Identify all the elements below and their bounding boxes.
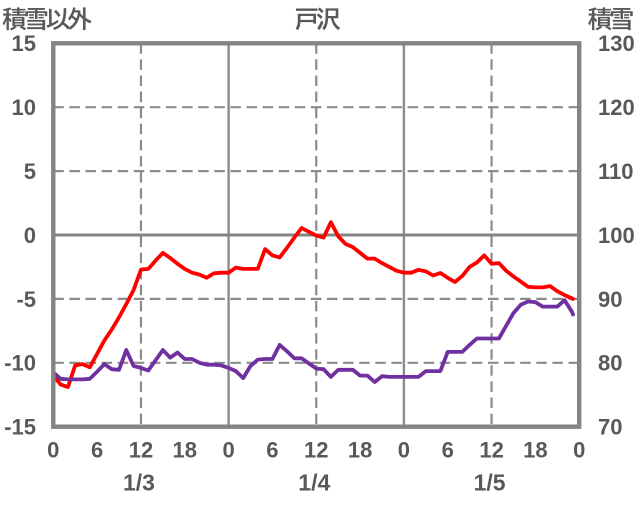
svg-text:10: 10 (12, 95, 36, 120)
svg-text:12: 12 (304, 437, 328, 462)
svg-text:-10: -10 (4, 351, 36, 376)
svg-text:0: 0 (398, 437, 410, 462)
svg-text:110: 110 (598, 159, 634, 184)
svg-text:12: 12 (129, 437, 153, 462)
svg-text:90: 90 (598, 287, 622, 312)
svg-text:0: 0 (47, 437, 59, 462)
svg-text:18: 18 (523, 437, 547, 462)
svg-text:70: 70 (598, 415, 622, 440)
svg-text:18: 18 (173, 437, 197, 462)
svg-text:1/3: 1/3 (123, 469, 155, 495)
svg-text:15: 15 (12, 31, 36, 56)
svg-text:0: 0 (24, 223, 36, 248)
svg-text:6: 6 (266, 437, 278, 462)
svg-text:100: 100 (598, 223, 635, 248)
svg-text:12: 12 (479, 437, 503, 462)
svg-text:1/4: 1/4 (298, 469, 330, 495)
svg-text:-5: -5 (16, 287, 36, 312)
svg-text:1/5: 1/5 (474, 469, 506, 495)
svg-text:80: 80 (598, 351, 622, 376)
svg-text:5: 5 (24, 159, 36, 184)
svg-text:120: 120 (598, 95, 635, 120)
svg-text:130: 130 (598, 31, 635, 56)
svg-text:18: 18 (348, 437, 372, 462)
svg-text:6: 6 (91, 437, 103, 462)
svg-text:-15: -15 (4, 415, 36, 440)
svg-text:6: 6 (442, 437, 454, 462)
svg-text:0: 0 (573, 437, 585, 462)
svg-text:0: 0 (222, 437, 234, 462)
